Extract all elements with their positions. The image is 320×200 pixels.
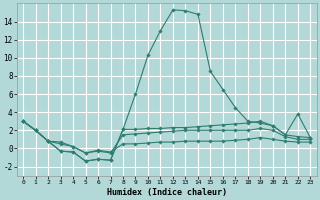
X-axis label: Humidex (Indice chaleur): Humidex (Indice chaleur) — [107, 188, 227, 197]
